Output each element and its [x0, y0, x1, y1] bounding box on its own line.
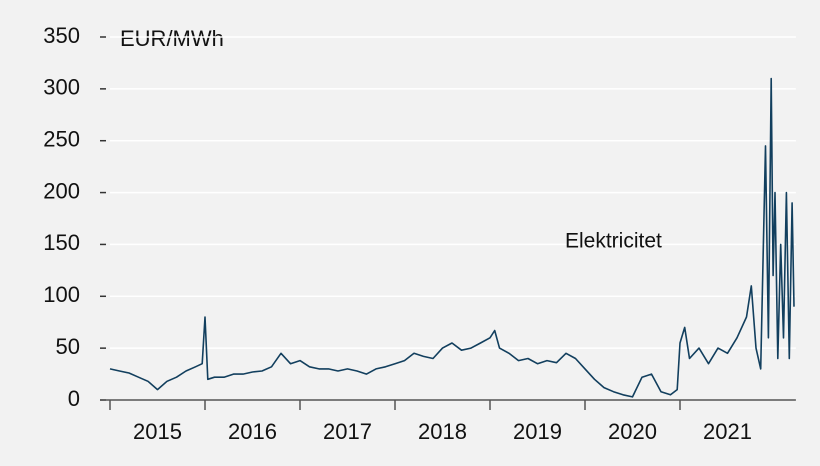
x-tick-label: 2016: [228, 419, 277, 444]
y-tick-label: 200: [43, 178, 80, 203]
line: [109, 77, 795, 398]
y-tick-label: 300: [43, 75, 80, 100]
y-tick-label: 350: [43, 23, 80, 48]
y-axis-label: EUR/MWh: [120, 26, 224, 51]
y-tick-label: 50: [56, 334, 80, 359]
y-tick-label: 0: [68, 386, 80, 411]
x-tick-label: 2020: [608, 419, 657, 444]
y-tick-label: 150: [43, 230, 80, 255]
x-tick-label: 2021: [703, 419, 752, 444]
x-tick-label: 2019: [513, 419, 562, 444]
x-tick-label: 2017: [323, 419, 372, 444]
y-tick-label: 250: [43, 127, 80, 152]
y-tick-label: 100: [43, 282, 80, 307]
x-tick-label: 2015: [133, 419, 182, 444]
series-label: Elektricitet: [565, 230, 662, 253]
x-tick-label: 2018: [418, 419, 467, 444]
